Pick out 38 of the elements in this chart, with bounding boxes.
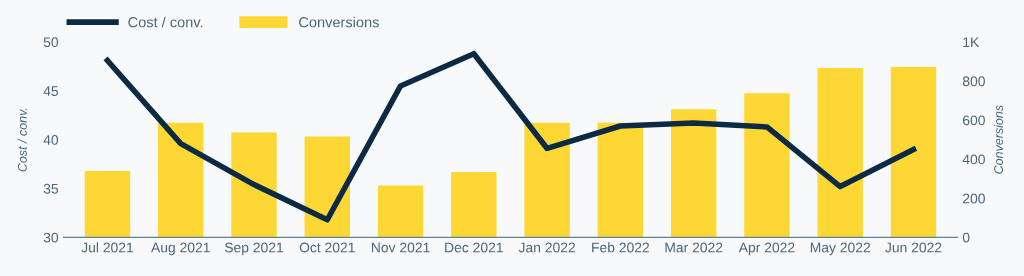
x-tick-label: Apr 2022: [738, 242, 795, 256]
legend-label: Conversions: [299, 16, 379, 28]
x-tick-label: Jun 2022: [885, 242, 942, 253]
bar: [377, 185, 424, 238]
y2-axis-title: Conversions: [993, 105, 1003, 174]
y2-tick-label: 400: [962, 154, 985, 165]
y-tick-label: 40: [43, 134, 59, 145]
y2-tick-label: 800: [962, 76, 985, 87]
y2-tick-label: 1K: [963, 37, 980, 47]
legend-label: Cost / conv.: [128, 16, 203, 28]
y2-tick-label: 0: [962, 232, 970, 243]
bar: [84, 170, 131, 238]
bar: [524, 122, 570, 238]
x-tick-label: Dec 2021: [445, 242, 503, 253]
y-tick-label: 45: [43, 86, 59, 96]
y-tick-label: 50: [43, 37, 59, 48]
x-tick-label: Oct 2021: [299, 242, 355, 253]
bar: [817, 67, 863, 238]
bar: [158, 122, 204, 238]
x-tick-label: Jan 2022: [518, 242, 575, 253]
x-tick-label: Feb 2022: [592, 242, 650, 253]
bar: [670, 109, 717, 238]
y2-tick-label: 200: [963, 193, 985, 204]
x-tick-label: May 2022: [810, 242, 870, 256]
y2-tick-label: 600: [963, 115, 985, 126]
x-tick-label: Jul 2021: [81, 242, 134, 253]
y-tick-label: 35: [43, 183, 59, 194]
x-tick-label: Mar 2022: [665, 242, 723, 253]
y-tick-label: 30: [43, 232, 59, 243]
x-tick-label: Sep 2021: [224, 242, 284, 256]
x-tick-label: Aug 2021: [151, 242, 210, 256]
bar: [597, 122, 644, 238]
y-axis-title: Cost / conv.: [17, 108, 27, 172]
bar: [744, 93, 790, 238]
bar: [231, 132, 277, 238]
x-tick-label: Nov 2021: [371, 242, 430, 253]
bar: [890, 66, 937, 238]
bar: [451, 171, 497, 238]
